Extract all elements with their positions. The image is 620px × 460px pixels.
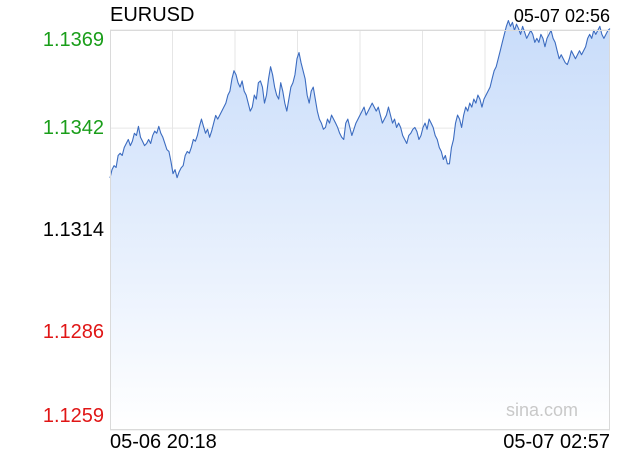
price-area-fill (110, 20, 610, 431)
chart-frame (110, 30, 610, 430)
last-update-timestamp: 05-07 02:56 (513, 6, 610, 26)
y-tick-label: 1.1314 (42, 219, 104, 241)
symbol-title: EURUSD (110, 4, 195, 26)
y-tick-label: 1.1286 (42, 320, 104, 343)
watermark-text: sina.com (506, 400, 579, 420)
y-tick-label: 1.1369 (42, 29, 104, 51)
y-tick-label: 1.1342 (42, 117, 104, 140)
y-tick-label: 1.1259 (42, 405, 104, 427)
x-axis-start-label: 05-06 20:18 (110, 431, 217, 453)
price-series-line (109, 20, 611, 179)
x-axis-end-label: 05-07 02:57 (503, 431, 610, 453)
